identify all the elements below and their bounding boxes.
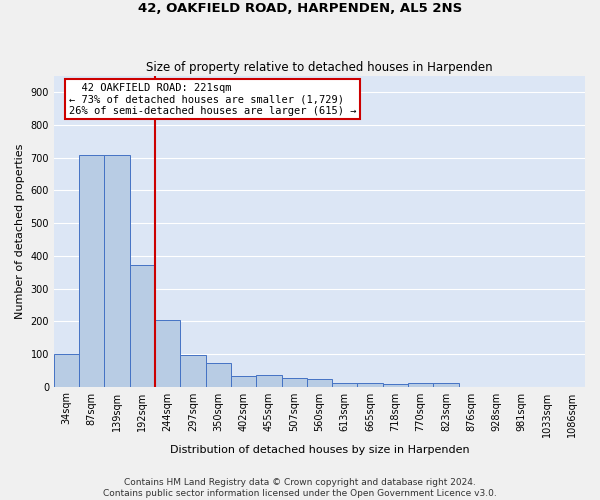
X-axis label: Distribution of detached houses by size in Harpenden: Distribution of detached houses by size … xyxy=(170,445,469,455)
Bar xyxy=(79,156,104,386)
Bar xyxy=(181,355,206,386)
Bar xyxy=(307,380,332,386)
Bar xyxy=(383,384,408,386)
Title: Size of property relative to detached houses in Harpenden: Size of property relative to detached ho… xyxy=(146,60,493,74)
Bar xyxy=(130,265,155,386)
Text: Contains HM Land Registry data © Crown copyright and database right 2024.
Contai: Contains HM Land Registry data © Crown c… xyxy=(103,478,497,498)
Bar xyxy=(256,375,281,386)
Text: 42 OAKFIELD ROAD: 221sqm
← 73% of detached houses are smaller (1,729)
26% of sem: 42 OAKFIELD ROAD: 221sqm ← 73% of detach… xyxy=(69,82,356,116)
Y-axis label: Number of detached properties: Number of detached properties xyxy=(15,144,25,319)
Text: 42, OAKFIELD ROAD, HARPENDEN, AL5 2NS: 42, OAKFIELD ROAD, HARPENDEN, AL5 2NS xyxy=(138,2,462,16)
Bar xyxy=(104,156,130,386)
Bar xyxy=(358,384,383,386)
Bar xyxy=(231,376,256,386)
Bar xyxy=(433,384,458,386)
Bar xyxy=(332,384,358,386)
Bar xyxy=(408,384,433,386)
Bar xyxy=(155,320,181,386)
Bar xyxy=(281,378,307,386)
Bar xyxy=(54,354,79,386)
Bar xyxy=(206,363,231,386)
